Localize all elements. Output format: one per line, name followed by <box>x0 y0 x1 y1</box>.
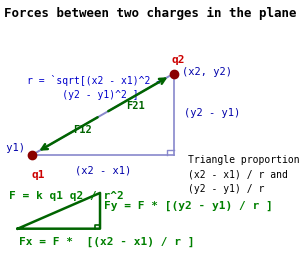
Text: q2: q2 <box>171 55 185 65</box>
Text: r = `sqrt[(x2 - x1)^2 +
      (y2 - y1)^2 ]: r = `sqrt[(x2 - x1)^2 + (y2 - y1)^2 ] <box>26 76 162 100</box>
Text: (y2 - y1): (y2 - y1) <box>184 108 240 118</box>
Text: F12: F12 <box>74 125 92 135</box>
Text: Fy = F * [(y2 - y1) / r ]: Fy = F * [(y2 - y1) / r ] <box>104 201 273 211</box>
Text: Triangle proportions
(x2 - x1) / r and
(y2 - y1) / r: Triangle proportions (x2 - x1) / r and (… <box>188 155 300 194</box>
Title: Forces between two charges in the plane: Forces between two charges in the plane <box>4 7 296 20</box>
Text: Fx = F *  [(x2 - x1) / r ]: Fx = F * [(x2 - x1) / r ] <box>19 237 195 247</box>
Text: (x2 - x1): (x2 - x1) <box>75 165 131 175</box>
Text: (x1, y1): (x1, y1) <box>0 143 25 153</box>
Text: (x2, y2): (x2, y2) <box>182 68 232 77</box>
Text: F21: F21 <box>127 101 145 111</box>
Text: F = k q1 q2 / r^2: F = k q1 q2 / r^2 <box>9 192 124 201</box>
Text: q1: q1 <box>32 170 45 180</box>
